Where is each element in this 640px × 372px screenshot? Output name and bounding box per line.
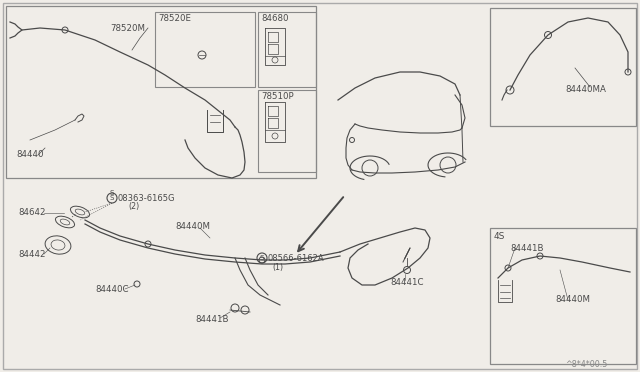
Text: 84440: 84440 xyxy=(16,150,44,159)
Text: 78520E: 78520E xyxy=(158,14,191,23)
Text: 78510P: 78510P xyxy=(261,92,294,101)
Text: 84440M: 84440M xyxy=(555,295,590,304)
Text: 08363-6165G: 08363-6165G xyxy=(118,194,175,203)
Text: 84440MA: 84440MA xyxy=(565,85,606,94)
Text: 84440M: 84440M xyxy=(175,222,210,231)
Bar xyxy=(6,6,316,178)
Bar xyxy=(155,12,255,87)
Text: 78520M: 78520M xyxy=(110,24,145,33)
Text: (1): (1) xyxy=(272,263,283,272)
Text: S: S xyxy=(110,195,114,201)
Text: 84441C: 84441C xyxy=(390,278,424,287)
Text: 84642: 84642 xyxy=(18,208,45,217)
Text: ^8*4*00.5: ^8*4*00.5 xyxy=(565,360,607,369)
Text: 84680: 84680 xyxy=(261,14,289,23)
Text: 4S: 4S xyxy=(494,232,506,241)
Bar xyxy=(258,12,316,87)
Text: (2): (2) xyxy=(128,202,140,211)
Text: S: S xyxy=(260,255,264,261)
Text: 08566-6162A: 08566-6162A xyxy=(268,254,324,263)
Text: 84442: 84442 xyxy=(18,250,45,259)
Text: 84441B: 84441B xyxy=(510,244,543,253)
Text: S: S xyxy=(110,190,114,196)
Bar xyxy=(490,228,636,364)
Text: 84440C: 84440C xyxy=(95,285,129,294)
Bar xyxy=(258,90,316,172)
Bar xyxy=(490,8,636,126)
Text: 84441B: 84441B xyxy=(195,315,228,324)
